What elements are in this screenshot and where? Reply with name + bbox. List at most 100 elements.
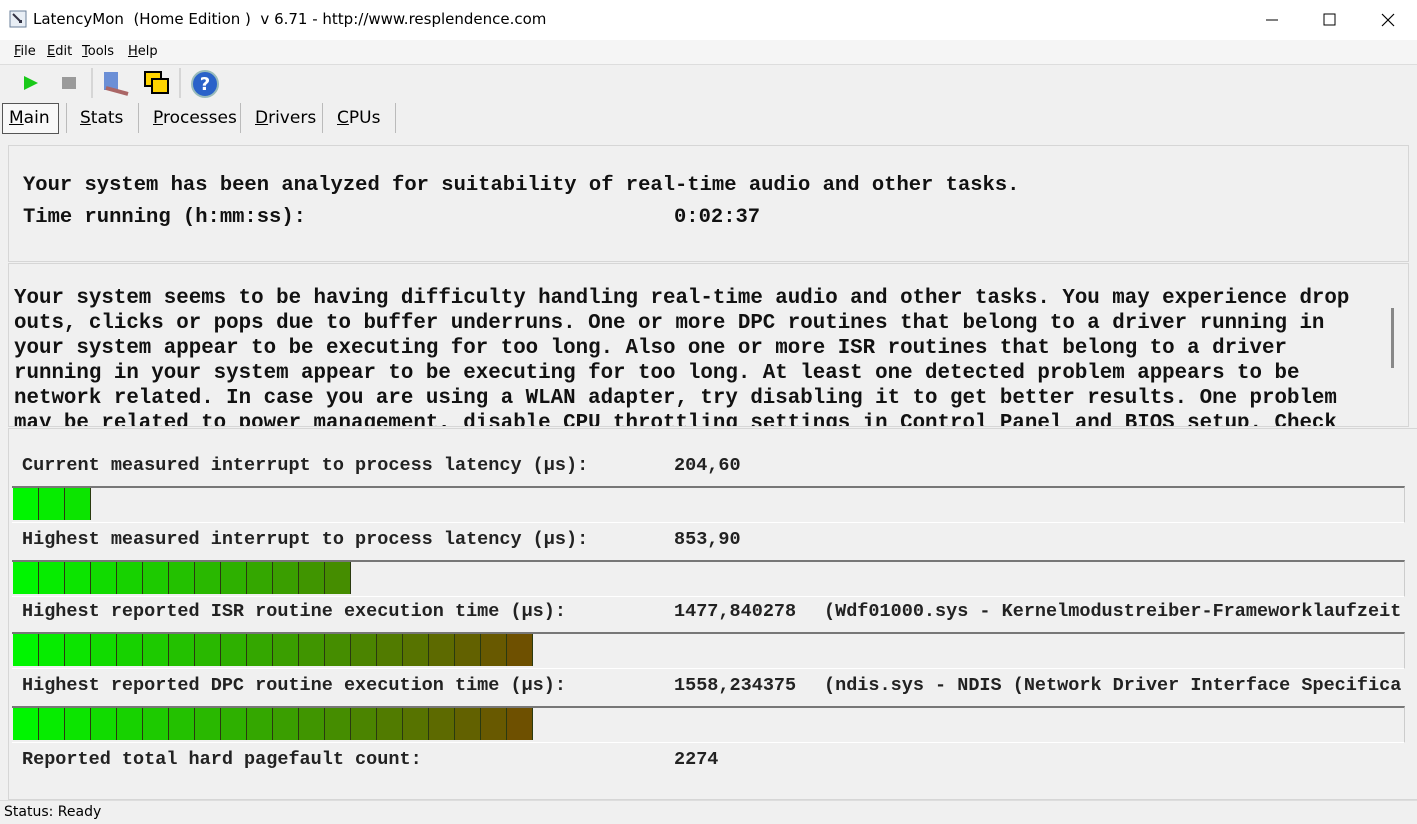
meter-segment bbox=[299, 634, 325, 666]
start-button[interactable] bbox=[24, 76, 38, 90]
tab-separator[interactable] bbox=[395, 103, 396, 133]
meter-segment bbox=[377, 634, 403, 666]
meter-track bbox=[12, 560, 1405, 597]
meter-segment bbox=[65, 562, 91, 594]
metrics-panel: Current measured interrupt to process la… bbox=[8, 428, 1417, 800]
summary-panel: Your system has been analyzed for suitab… bbox=[8, 145, 1409, 262]
meter-segment bbox=[507, 708, 533, 740]
title-bar: LatencyMon (Home Edition ) v 6.71 - http… bbox=[0, 0, 1417, 40]
tab[interactable]: Stats bbox=[80, 108, 124, 128]
meter-segment bbox=[481, 708, 507, 740]
meter-segment bbox=[91, 708, 117, 740]
metric-label: Highest reported DPC routine execution t… bbox=[22, 675, 566, 696]
metric-label: Current measured interrupt to process la… bbox=[22, 455, 589, 476]
metric-detail: (Wdf01000.sys - Kernelmodustreiber-Frame… bbox=[824, 601, 1402, 622]
meter-segment bbox=[325, 562, 351, 594]
meter-segment bbox=[351, 708, 377, 740]
tab[interactable]: Main bbox=[9, 108, 50, 128]
menu-item[interactable]: Edit bbox=[47, 44, 73, 59]
meter-track bbox=[12, 486, 1405, 523]
menu-item[interactable]: Help bbox=[128, 44, 158, 59]
tab-separator[interactable] bbox=[322, 103, 323, 133]
meter-segment bbox=[455, 708, 481, 740]
status-text: Status: Ready bbox=[4, 804, 102, 820]
meter-segment bbox=[195, 708, 221, 740]
maximize[interactable] bbox=[1323, 13, 1336, 26]
meter-segment bbox=[455, 634, 481, 666]
meter-segment bbox=[169, 708, 195, 740]
window-title: LatencyMon (Home Edition ) v 6.71 - http… bbox=[33, 10, 547, 28]
meter-segment bbox=[195, 562, 221, 594]
meter-segment bbox=[403, 634, 429, 666]
window-controls[interactable] bbox=[1250, 0, 1417, 40]
message-line: may be related to power management, disa… bbox=[14, 412, 1337, 427]
meter-segment bbox=[117, 708, 143, 740]
meter-segment bbox=[325, 708, 351, 740]
meter-segment bbox=[13, 562, 39, 594]
time-value: 0:02:37 bbox=[674, 206, 761, 229]
meter-segment bbox=[325, 634, 351, 666]
meter-segment bbox=[221, 708, 247, 740]
metric-value: 2274 bbox=[674, 749, 719, 770]
status-bar bbox=[0, 800, 1417, 824]
meter-segment bbox=[507, 634, 533, 666]
tab-separator[interactable] bbox=[138, 103, 139, 133]
scrollbar[interactable] bbox=[1387, 286, 1399, 426]
meter-segment bbox=[429, 634, 455, 666]
metric-value: 1477,840278 bbox=[674, 601, 797, 622]
meter-segment bbox=[273, 634, 299, 666]
tab[interactable]: Processes bbox=[153, 108, 237, 128]
menu-item[interactable]: File bbox=[14, 44, 36, 59]
meter-segment bbox=[247, 634, 273, 666]
meter-segment bbox=[221, 562, 247, 594]
meter-segment bbox=[429, 708, 455, 740]
menu-bar bbox=[0, 40, 1417, 65]
meter-segment bbox=[91, 562, 117, 594]
window-button[interactable] bbox=[144, 71, 169, 94]
meter-segment bbox=[117, 634, 143, 666]
metric-label: Highest measured interrupt to process la… bbox=[22, 529, 589, 550]
tab[interactable]: CPUs bbox=[337, 108, 381, 128]
tab-separator[interactable] bbox=[240, 103, 241, 133]
stop-button[interactable] bbox=[62, 77, 76, 89]
driver-button[interactable] bbox=[104, 72, 129, 96]
meter-segment bbox=[377, 708, 403, 740]
meter-segment bbox=[247, 562, 273, 594]
message-panel: Your system seems to be having difficult… bbox=[8, 263, 1409, 427]
tab-separator[interactable] bbox=[66, 103, 67, 133]
meter-segment bbox=[273, 708, 299, 740]
message-line: network related. In case you are using a… bbox=[14, 387, 1337, 410]
meter-segment bbox=[39, 562, 65, 594]
meter-segment bbox=[13, 634, 39, 666]
meter-segment bbox=[143, 634, 169, 666]
meter-track bbox=[12, 706, 1405, 743]
meter-segment bbox=[13, 708, 39, 740]
message-line: running in your system appear to be exec… bbox=[14, 362, 1300, 385]
meter-segment bbox=[481, 634, 507, 666]
meter-segment bbox=[403, 708, 429, 740]
meter-segment bbox=[117, 562, 143, 594]
meter-segment bbox=[299, 562, 325, 594]
help-button[interactable]: ? bbox=[191, 70, 219, 98]
meter-segment bbox=[143, 708, 169, 740]
meter-segment bbox=[65, 634, 91, 666]
metric-value: 853,90 bbox=[674, 529, 741, 550]
close[interactable] bbox=[1381, 13, 1395, 27]
tab[interactable]: Drivers bbox=[255, 108, 317, 128]
meter-segment bbox=[65, 708, 91, 740]
toolbar: ? bbox=[24, 68, 219, 98]
meter-segment bbox=[247, 708, 273, 740]
message-line: outs, clicks or pops due to buffer under… bbox=[14, 312, 1325, 335]
meter-segment bbox=[195, 634, 221, 666]
menu-item[interactable]: Tools bbox=[82, 44, 115, 59]
meter-segment bbox=[169, 634, 195, 666]
meter-segment bbox=[13, 488, 39, 520]
message-line: Your system seems to be having difficult… bbox=[14, 287, 1350, 310]
meter-segment bbox=[39, 708, 65, 740]
meter-segment bbox=[351, 634, 377, 666]
meter-segment bbox=[39, 634, 65, 666]
meter-segment bbox=[299, 708, 325, 740]
scroll-thumb[interactable] bbox=[1391, 308, 1394, 368]
meter-segment bbox=[65, 488, 91, 520]
